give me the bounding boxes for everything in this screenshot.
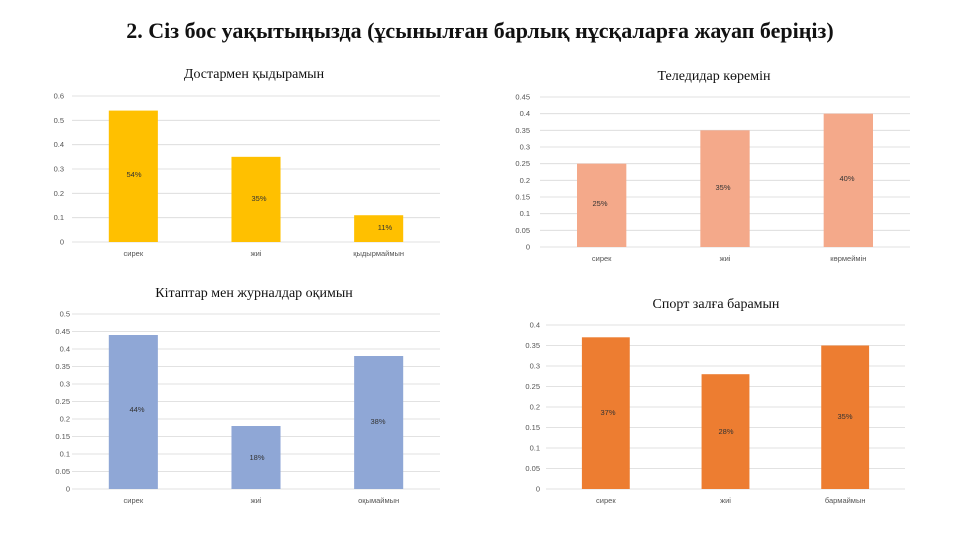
category-label: көрмеймін [830,254,866,263]
y-tick-label: 0.15 [515,193,530,202]
data-label: 11% [378,223,393,232]
data-label: 38% [370,417,385,426]
page-title: 2. Сіз бос уақытыңызда (ұсынылған барлық… [126,18,834,43]
y-tick-label: 0.05 [515,226,530,235]
data-label: 28% [718,427,733,436]
y-tick-label: 0.45 [515,93,530,102]
y-tick-label: 0 [60,238,64,247]
category-label: жиі [251,496,262,505]
data-label: 37% [600,408,615,417]
y-tick-label: 0.25 [525,382,540,391]
y-tick-label: 0.15 [55,432,70,441]
bar [108,335,158,489]
y-tick-label: 0.35 [515,126,530,135]
y-tick-label: 0.3 [60,380,70,389]
y-tick-label: 0.4 [520,109,530,118]
data-label: 40% [839,174,854,183]
y-tick-label: 0.45 [55,327,70,336]
y-tick-label: 0.1 [530,444,540,453]
bar [700,130,750,247]
category-label: жиі [720,254,731,263]
y-tick-label: 0.4 [530,321,540,330]
bar [581,337,630,489]
bar [108,110,158,242]
data-label: 35% [251,194,266,203]
y-tick-label: 0.05 [525,464,540,473]
chart-title: Достармен қыдырамын [184,67,325,82]
y-tick-label: 0.6 [54,92,64,101]
y-tick-label: 0.4 [54,140,64,149]
category-label: жиі [720,496,731,505]
y-tick-label: 0 [536,485,540,494]
y-tick-label: 0 [66,485,70,494]
y-tick-label: 0.4 [60,345,70,354]
y-tick-label: 0.1 [60,450,70,459]
bar [231,426,281,489]
chart-title: Спорт залға барамын [653,297,780,312]
data-label: 44% [129,405,144,414]
data-label: 25% [592,199,607,208]
category-label: жиі [251,249,262,258]
category-label: оқымаймын [358,496,399,505]
bar [823,113,873,248]
data-label: 35% [715,183,730,192]
y-tick-label: 0.3 [54,165,64,174]
y-tick-label: 0.1 [520,209,530,218]
category-label: сирек [592,254,612,263]
y-tick-label: 0.2 [530,403,540,412]
bar [821,345,870,489]
category-label: сирек [124,249,144,258]
data-label: 54% [126,170,141,179]
y-tick-label: 0.2 [54,189,64,198]
y-tick-label: 0.1 [54,213,64,222]
data-label: 18% [249,453,264,462]
y-tick-label: 0.5 [54,116,64,125]
bar [577,163,627,247]
category-label: сирек [596,496,616,505]
category-label: бармаймын [825,496,866,505]
y-tick-label: 0.3 [530,362,540,371]
y-tick-label: 0.35 [525,341,540,350]
y-tick-label: 0.3 [520,143,530,152]
category-label: қыдырмаймын [353,249,404,258]
y-tick-label: 0.05 [55,467,70,476]
data-label: 35% [837,412,852,421]
bar [354,215,404,242]
chart-title: Кітаптар мен журналдар оқимын [155,286,353,301]
y-tick-label: 0.2 [520,176,530,185]
category-label: сирек [124,496,144,505]
y-tick-label: 0.2 [60,415,70,424]
y-tick-label: 0 [526,243,530,252]
y-tick-label: 0.5 [60,310,70,319]
bar [354,356,404,489]
bar [701,374,750,489]
y-tick-label: 0.25 [55,397,70,406]
y-tick-label: 0.25 [515,159,530,168]
bar [231,156,281,242]
chart-title: Теледидар көремін [658,69,771,84]
y-tick-label: 0.15 [525,423,540,432]
y-tick-label: 0.35 [55,362,70,371]
